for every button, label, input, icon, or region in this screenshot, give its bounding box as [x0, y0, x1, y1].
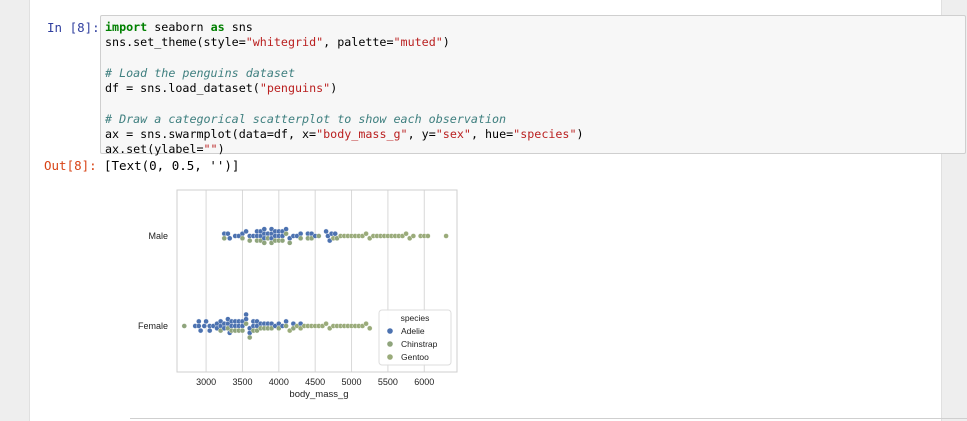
data-point-gentoo [363, 231, 369, 237]
legend-marker-adelie [387, 328, 393, 334]
data-point-adelie [297, 231, 304, 237]
input-prompt: In [8]: [47, 20, 100, 35]
data-point-gentoo [363, 320, 369, 327]
plot-frame [176, 189, 458, 373]
x-tick-label: 3500 [232, 377, 252, 387]
data-point-adelie [243, 228, 249, 235]
data-point-gentoo [403, 231, 409, 237]
legend-label-adelie: Adelie [401, 326, 425, 336]
data-point-chinstrap [316, 233, 322, 239]
x-tick-label: 5500 [378, 377, 398, 387]
legend-label-chinstrap: Chinstrap [401, 339, 438, 349]
data-point-chinstrap [239, 235, 246, 241]
notebook-container: In [8]: import seaborn as sns sns.set_th… [29, 0, 967, 421]
output-prompt: Out[8]: [44, 158, 97, 173]
data-point-gentoo [323, 320, 329, 327]
data-point-chinstrap [283, 231, 289, 237]
legend-label-gentoo: Gentoo [401, 352, 429, 362]
data-point-adelie [243, 316, 249, 322]
data-point-chinstrap [279, 237, 286, 244]
data-point-adelie [243, 311, 249, 318]
x-tick-label: 6000 [414, 377, 434, 387]
data-point-chinstrap [283, 323, 289, 329]
data-point-chinstrap [287, 240, 293, 246]
cell-divider [130, 418, 967, 419]
data-point-adelie [207, 327, 213, 334]
data-point-adelie [203, 318, 209, 325]
x-tick-label: 5000 [342, 377, 362, 387]
code-line: ax = sns.swarmplot(data=df, x="body_mass… [105, 127, 584, 142]
output-text: [Text(0, 0.5, '')] [104, 158, 240, 173]
data-point-adelie [283, 226, 289, 232]
data-point-adelie [323, 228, 329, 235]
legend-box [378, 309, 452, 366]
data-point-chinstrap [243, 320, 249, 327]
data-point-chinstrap [181, 323, 187, 329]
x-axis-label: body_mass_g [289, 389, 348, 400]
data-point-chinstrap [247, 237, 253, 244]
y-tick-label: Female [138, 321, 168, 331]
legend-marker-gentoo [387, 354, 393, 360]
legend-title: species [401, 313, 430, 323]
code-cell-input[interactable]: import seaborn as sns sns.set_theme(styl… [100, 15, 966, 156]
code-line: # Load the penguins dataset [105, 65, 295, 80]
code-line: ax.set(ylabel="") [105, 142, 225, 157]
data-point-adelie [197, 327, 204, 334]
data-point-adelie [261, 226, 267, 232]
y-tick-label: Male [148, 231, 168, 241]
data-point-chinstrap [239, 327, 246, 334]
code-line: import seaborn as sns [105, 20, 253, 34]
code-line: sns.set_theme(style="whitegrid", palette… [105, 35, 450, 50]
data-point-chinstrap [221, 235, 227, 241]
data-point-adelie [227, 235, 233, 241]
data-point-adelie [332, 231, 338, 237]
data-point-adelie [196, 323, 202, 329]
data-point-gentoo [443, 233, 449, 239]
data-point-chinstrap [297, 235, 304, 241]
x-tick-label: 3000 [196, 377, 216, 387]
code-line: # Draw a categorical scatterplot to show… [105, 111, 507, 126]
x-tick-label: 4000 [269, 377, 289, 387]
data-point-adelie [225, 231, 231, 237]
data-point-adelie [196, 318, 202, 325]
data-point-chinstrap [247, 334, 253, 341]
code-editor[interactable]: import seaborn as sns sns.set_theme(styl… [101, 16, 965, 158]
data-point-gentoo [425, 233, 431, 239]
data-point-gentoo [367, 325, 373, 332]
swarm-plot: Male Female 3000 3500 4000 4500 5000 5500 6000 bo… [138, 189, 458, 400]
data-point-chinstrap [261, 240, 267, 246]
data-point-adelie [283, 318, 289, 325]
legend-marker-chinstrap [387, 341, 393, 347]
data-point-adelie [201, 323, 207, 329]
code-line: df = sns.load_dataset("penguins") [105, 81, 338, 96]
x-tick-label: 4500 [305, 377, 325, 387]
data-point-gentoo [410, 233, 417, 239]
